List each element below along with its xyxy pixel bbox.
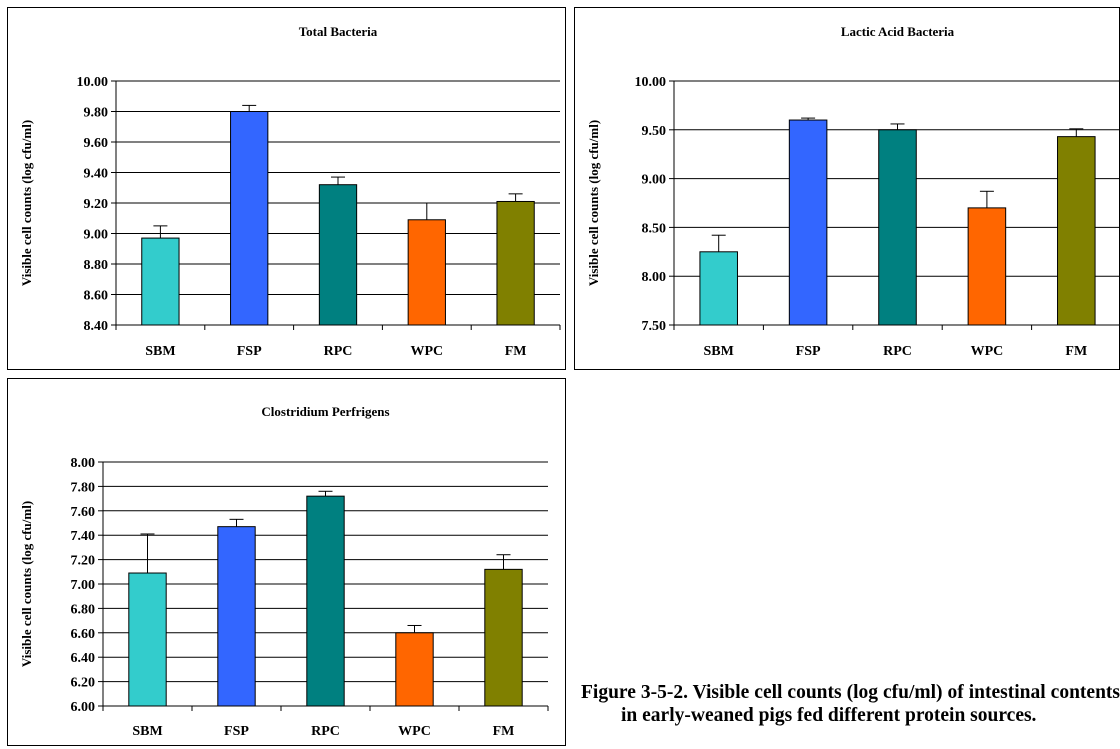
bar-wpc bbox=[407, 219, 446, 326]
bar-sbm bbox=[699, 251, 738, 326]
y-axis-label: Visible cell counts (log cfu/ml) bbox=[19, 120, 34, 286]
x-tick-label: WPC bbox=[410, 344, 443, 359]
y-tick-label: 8.00 bbox=[71, 456, 96, 471]
y-tick-label: 6.80 bbox=[71, 602, 96, 617]
x-tick-label: FSP bbox=[237, 344, 262, 359]
y-tick-label: 7.20 bbox=[71, 554, 96, 569]
bar-fsp bbox=[788, 119, 828, 326]
x-tick-label: RPC bbox=[311, 724, 340, 739]
y-axis-label: Visible cell counts (log cfu/ml) bbox=[19, 501, 34, 667]
x-tick-label: RPC bbox=[324, 344, 353, 359]
chart-title: Total Bacteria bbox=[299, 24, 378, 39]
y-tick-label: 6.00 bbox=[71, 700, 96, 715]
x-tick-label: WPC bbox=[398, 724, 431, 739]
x-tick-label: FM bbox=[505, 344, 527, 359]
y-tick-label: 6.60 bbox=[71, 627, 96, 642]
bar-wpc bbox=[395, 632, 434, 707]
y-tick-label: 9.60 bbox=[84, 136, 109, 151]
y-tick-label: 7.80 bbox=[71, 480, 96, 495]
chart-lactic-acid-bacteria: Lactic Acid Bacteria 7.50 8.00 8.50 9.00 9.50… bbox=[574, 7, 1120, 370]
x-tick-label: SBM bbox=[145, 344, 175, 359]
chart-svg: Total Bacteria 8.40 8.60 8.80 9.00 9.20 9.40 9.… bbox=[19, 24, 561, 359]
y-tick-label: 8.80 bbox=[84, 258, 109, 273]
chart-svg: Lactic Acid Bacteria 7.50 8.00 8.50 9.00 9.50… bbox=[586, 24, 1120, 359]
bar-rpc bbox=[878, 129, 917, 326]
x-tick-label: SBM bbox=[704, 344, 734, 359]
y-tick-label: 6.20 bbox=[71, 676, 96, 691]
chart-clostridium-perfrigens: Clostridium Perfrigens 6.00 6.20 6.40 6.60 6.… bbox=[7, 378, 566, 746]
y-tick-label: 7.00 bbox=[71, 578, 96, 593]
chart-svg: Clostridium Perfrigens 6.00 6.20 6.40 6.60 6.… bbox=[19, 404, 549, 739]
bar-rpc bbox=[306, 495, 345, 707]
y-tick-label: 6.40 bbox=[71, 651, 96, 666]
chart-total-bacteria: Total Bacteria 8.40 8.60 8.80 9.00 9.20 9.40 9.… bbox=[7, 7, 566, 370]
y-tick-label: 8.60 bbox=[84, 289, 109, 304]
y-tick-label: 8.50 bbox=[642, 221, 667, 236]
x-tick-label: FSP bbox=[796, 344, 821, 359]
x-tick-label: FSP bbox=[224, 724, 249, 739]
x-tick-label: WPC bbox=[971, 344, 1004, 359]
y-tick-label: 9.50 bbox=[642, 124, 667, 139]
y-tick-label: 8.40 bbox=[84, 319, 109, 334]
y-tick-label: 10.00 bbox=[77, 75, 109, 90]
y-tick-label: 7.50 bbox=[642, 319, 667, 334]
bar-fm bbox=[484, 568, 523, 707]
x-tick-label: SBM bbox=[132, 724, 162, 739]
bar-rpc bbox=[318, 184, 358, 326]
bar-sbm bbox=[128, 572, 167, 707]
y-tick-label: 9.80 bbox=[84, 106, 109, 121]
chart-title: Clostridium Perfrigens bbox=[261, 404, 389, 419]
bar-fm bbox=[496, 200, 535, 326]
figure-caption: Figure 3-5-2. Visible cell counts (log c… bbox=[581, 682, 1120, 726]
y-axis-label: Visible cell counts (log cfu/ml) bbox=[586, 120, 601, 286]
bar-fsp bbox=[217, 526, 256, 707]
x-tick-label: RPC bbox=[883, 344, 912, 359]
bar-sbm bbox=[141, 237, 180, 326]
y-tick-label: 9.20 bbox=[84, 197, 109, 212]
y-tick-label: 7.40 bbox=[71, 529, 96, 544]
bar-fsp bbox=[230, 111, 269, 326]
bar-fm bbox=[1057, 136, 1096, 326]
y-tick-label: 9.00 bbox=[642, 173, 667, 188]
x-tick-label: FM bbox=[493, 724, 515, 739]
y-tick-label: 9.00 bbox=[84, 228, 109, 243]
y-tick-label: 9.40 bbox=[84, 167, 109, 182]
x-tick-label: FM bbox=[1065, 344, 1087, 359]
y-tick-label: 7.60 bbox=[71, 505, 96, 520]
y-tick-label: 10.00 bbox=[635, 75, 667, 90]
chart-title: Lactic Acid Bacteria bbox=[841, 24, 955, 39]
bar-wpc bbox=[967, 207, 1007, 326]
y-tick-label: 8.00 bbox=[642, 270, 667, 285]
